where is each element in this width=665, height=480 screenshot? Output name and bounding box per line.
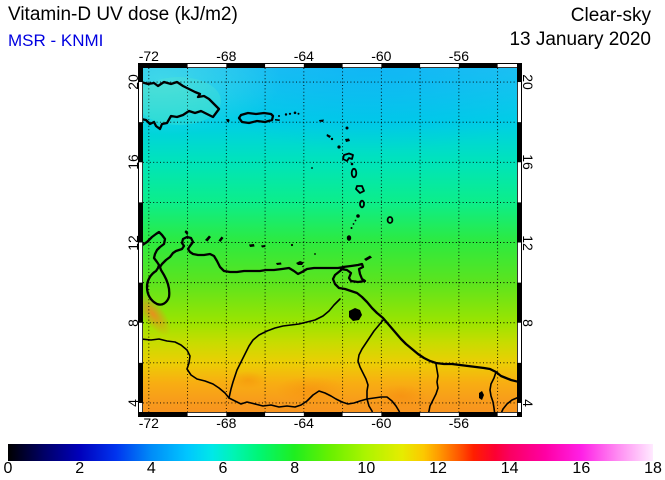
- island-blanquilla: [290, 243, 294, 247]
- andes-high-dose-blob: [143, 292, 172, 336]
- lon-tick-label-top: -56: [448, 48, 469, 64]
- virgin-islands-3: [293, 111, 297, 115]
- lon-tick-label-bottom: -68: [216, 415, 237, 431]
- border-guyana-brazil: [366, 396, 401, 412]
- island-martinique: [355, 185, 365, 194]
- colorbar-tick-label: 12: [429, 460, 447, 477]
- lat-tick-label-left: 4: [124, 399, 141, 407]
- island-puerto-rico: [237, 111, 275, 125]
- island-orchila: [261, 245, 266, 248]
- island-st-martin: [319, 119, 324, 122]
- border-french-guiana-brazil: [500, 396, 517, 412]
- colorbar-tick-label: 0: [3, 460, 13, 477]
- colorbar-tick-label: 8: [290, 460, 300, 477]
- border-venezuela-guyana: [357, 318, 385, 412]
- page-title: Vitamin-D UV dose (kJ/m2): [8, 4, 238, 25]
- lon-tick-label-bottom: -56: [448, 415, 469, 431]
- lat-tick-label-left: 8: [124, 318, 141, 327]
- colorbar-tick-label: 4: [146, 460, 156, 477]
- island-culebra: [278, 115, 280, 117]
- island-st-vincent: [356, 214, 360, 218]
- lat-tick-label-right: 4: [519, 399, 536, 407]
- lat-tick-label-right: 8: [519, 318, 536, 327]
- colorbar-tick-label: 14: [500, 460, 519, 477]
- lon-tick-label-top: -68: [216, 48, 237, 64]
- island-testigos: [314, 253, 316, 255]
- virgin-islands-4: [297, 112, 300, 115]
- lon-tick-label-top: -72: [138, 48, 159, 64]
- island-guadeloupe: [342, 152, 354, 162]
- lat-tick-label-right: 20: [519, 74, 536, 90]
- island-aruba: [184, 230, 189, 235]
- warm-blob-3: [230, 371, 266, 389]
- graticule: [143, 68, 517, 412]
- lon-tick-label-bottom: -64: [293, 415, 314, 431]
- hispaniola-land-tint: [143, 77, 221, 125]
- virgin-islands-2: [288, 112, 292, 115]
- lat-tick-label-right: 12: [519, 234, 536, 251]
- island-bonaire: [218, 236, 224, 242]
- coastline-south-america: [143, 230, 517, 383]
- grenadines-3: [350, 227, 353, 229]
- lon-tick-label-top: -60: [371, 48, 392, 64]
- map-canvas: [138, 63, 522, 417]
- island-st-kitts: [326, 134, 331, 138]
- orinoco-delta-swamp: [349, 308, 362, 321]
- header-right: Clear-sky 13 January 2020: [509, 4, 651, 52]
- island-dominica: [350, 167, 358, 179]
- colorbar-tick-label: 10: [357, 460, 376, 477]
- lon-tick-label-top: -64: [293, 48, 314, 64]
- island-marie-galante: [350, 162, 354, 166]
- lon-tick-label-bottom: -72: [138, 415, 159, 431]
- island-vieques: [275, 119, 280, 121]
- island-antigua: [345, 138, 350, 142]
- lat-tick-label-left: 16: [124, 154, 141, 171]
- colorbar-tick-label: 6: [218, 460, 228, 477]
- island-margarita: [296, 261, 304, 265]
- lat-tick-label-left: 20: [124, 74, 141, 90]
- island-barbuda: [345, 126, 349, 130]
- border-suriname-french-guiana: [489, 371, 497, 412]
- colorbar-tick-label: 16: [572, 460, 591, 477]
- island-barbados: [386, 216, 394, 224]
- island-nevis: [330, 137, 334, 141]
- island-coche: [302, 265, 304, 268]
- island-hispaniola: [143, 80, 221, 131]
- island-tortuga: [276, 262, 282, 265]
- island-aves: [311, 167, 313, 169]
- island-grenada: [346, 235, 352, 241]
- lon-tick-label-bottom: -60: [371, 415, 392, 431]
- grenadines-2: [352, 223, 355, 225]
- warm-blob-1: [275, 376, 347, 404]
- river-orinoco: [228, 298, 341, 399]
- date-label: 13 January 2020: [509, 29, 651, 50]
- sky-condition-label: Clear-sky: [570, 5, 651, 26]
- colorbar-tick-label: 18: [644, 460, 662, 477]
- brokopondo-reservoir: [479, 391, 484, 400]
- island-mona: [226, 119, 230, 122]
- island-tobago: [364, 255, 372, 261]
- border-colombia-venezuela-brazil: [143, 338, 368, 408]
- warm-blob-2: [375, 384, 427, 408]
- colorbar: [8, 444, 653, 461]
- lat-tick-label-right: 16: [519, 154, 536, 171]
- island-montserrat: [337, 145, 341, 149]
- border-guyana-suriname: [427, 363, 439, 412]
- virgin-islands-1: [284, 113, 288, 116]
- grenadines-1: [354, 219, 357, 222]
- island-st-lucia: [359, 199, 365, 209]
- data-source-label: MSR - KNMI: [8, 31, 104, 50]
- colorbar-tick-label: 2: [75, 460, 85, 477]
- island-trinidad: [339, 262, 367, 284]
- lat-tick-label-left: 12: [124, 234, 141, 251]
- island-curacao: [205, 235, 211, 242]
- map-frame: [138, 63, 522, 417]
- island-los-roques: [249, 244, 255, 247]
